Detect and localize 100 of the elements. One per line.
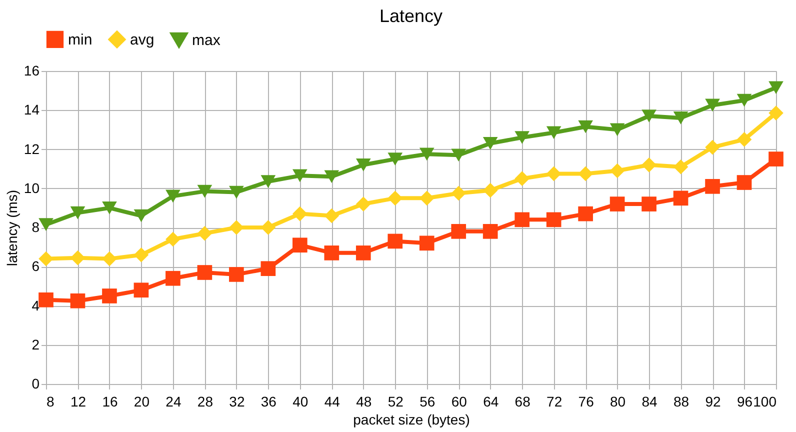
x-tick-label: 88 — [673, 394, 690, 410]
point — [482, 182, 498, 198]
point — [324, 170, 340, 184]
y-tick-label: 0 — [32, 376, 40, 392]
point — [451, 186, 466, 201]
x-tick-label: 80 — [610, 394, 626, 410]
x-tick-label: 68 — [514, 394, 531, 410]
point — [38, 251, 54, 266]
point — [578, 166, 593, 182]
x-tick-label: 48 — [356, 394, 372, 410]
point — [736, 175, 752, 190]
point — [736, 94, 752, 107]
point — [514, 131, 530, 144]
point — [260, 261, 276, 276]
point — [229, 186, 244, 199]
point — [451, 148, 466, 162]
point — [388, 190, 403, 206]
point — [134, 282, 149, 298]
x-tick-label: 56 — [420, 394, 436, 410]
legend-label: min — [68, 31, 92, 48]
point — [673, 159, 688, 174]
point — [134, 247, 149, 262]
x-tick-label: 44 — [324, 394, 340, 410]
point — [514, 171, 530, 186]
point — [736, 132, 752, 147]
point — [197, 265, 212, 280]
legend-label: avg — [130, 31, 154, 48]
point — [482, 136, 498, 150]
point — [482, 224, 498, 239]
point — [292, 238, 308, 253]
point — [610, 163, 625, 178]
point — [768, 152, 784, 166]
y-axis-title: latency (ms) — [4, 190, 20, 266]
point — [38, 218, 54, 231]
x-tick-label: 24 — [166, 394, 182, 410]
point — [102, 251, 117, 266]
point — [388, 234, 403, 249]
point — [197, 184, 212, 198]
x-tick-label: 60 — [451, 394, 468, 410]
point — [166, 190, 180, 203]
point — [642, 196, 656, 212]
x-tick-label: 12 — [70, 394, 86, 410]
point — [451, 224, 466, 239]
x-tick-label: 96 — [736, 394, 753, 410]
point — [546, 126, 562, 140]
x-tick-label: 32 — [229, 394, 245, 410]
x-axis-title: packet size (bytes) — [353, 412, 470, 428]
x-tick-label: 72 — [546, 394, 562, 410]
point — [292, 206, 308, 222]
x-tick-label: 28 — [197, 394, 214, 410]
chart-title: Latency — [379, 6, 443, 26]
x-tick-label: 92 — [705, 394, 722, 410]
point — [102, 202, 117, 214]
point — [705, 98, 720, 112]
point — [260, 175, 276, 188]
point — [70, 250, 86, 266]
point — [705, 179, 720, 194]
x-tick-label: 36 — [260, 394, 277, 410]
point — [578, 206, 593, 222]
point — [229, 220, 244, 235]
point — [324, 208, 340, 224]
x-tick-label: 20 — [134, 394, 150, 410]
point — [578, 120, 593, 134]
point — [102, 288, 117, 304]
point — [419, 236, 434, 251]
x-tick-label: 8 — [46, 394, 54, 410]
y-tick-label: 10 — [24, 180, 40, 196]
point — [356, 158, 371, 172]
x-tick-label: 100 — [753, 394, 777, 410]
point — [546, 166, 562, 182]
point — [768, 81, 784, 94]
y-tick-label: 14 — [24, 102, 40, 118]
point — [229, 267, 244, 282]
point — [419, 190, 434, 206]
x-tick-label: 52 — [388, 394, 404, 410]
point — [768, 106, 784, 120]
x-tick-label: 84 — [642, 394, 658, 410]
point — [673, 190, 688, 206]
point — [356, 246, 371, 260]
point — [134, 209, 149, 222]
point — [292, 169, 308, 182]
point — [642, 110, 656, 122]
x-tick-label: 40 — [292, 394, 308, 410]
point — [610, 196, 625, 212]
point — [356, 196, 371, 212]
point — [260, 220, 276, 235]
y-tick-label: 8 — [32, 219, 40, 235]
point — [70, 206, 86, 220]
point — [70, 293, 86, 308]
y-tick-label: 2 — [32, 336, 40, 352]
y-tick-label: 12 — [24, 140, 40, 157]
y-tick-label: 16 — [24, 62, 40, 78]
x-tick-label: 16 — [102, 394, 118, 410]
point — [38, 292, 54, 308]
legend-label: max — [192, 32, 221, 49]
point — [419, 148, 434, 161]
y-tick-label: 4 — [32, 297, 40, 314]
point — [546, 212, 562, 228]
point — [324, 246, 340, 260]
point — [166, 232, 180, 247]
